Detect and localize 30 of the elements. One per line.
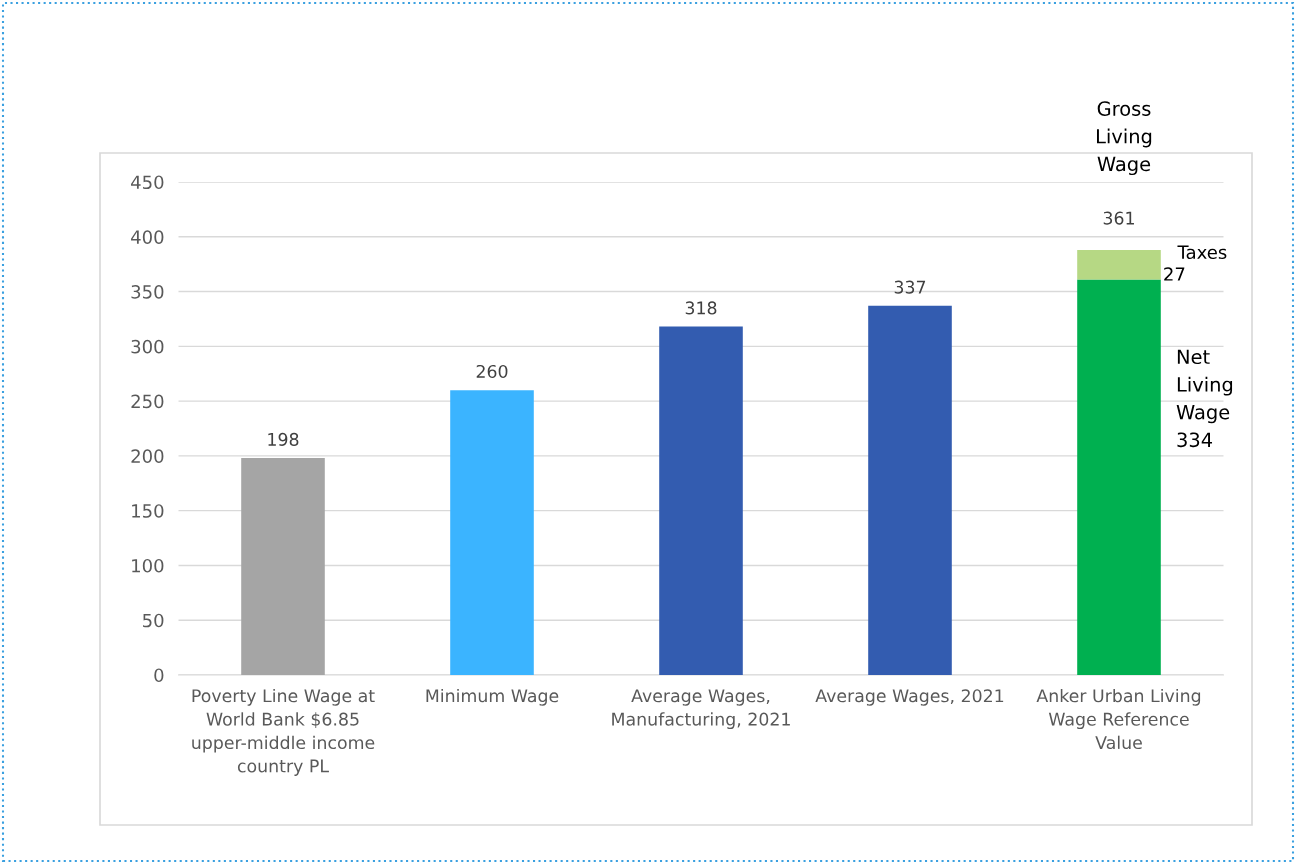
x-tick-label: Minimum Wage: [426, 688, 559, 706]
y-tick-label: 400: [131, 230, 164, 244]
y-tick-label: 250: [131, 394, 164, 409]
x-tick-label: Poverty Line Wage at World Bank $6.85 upper-middle income country PL: [192, 688, 375, 776]
y-tick-label: 100: [132, 558, 164, 573]
bar: [868, 305, 952, 675]
x-tick-label: Average Wages, 2021: [815, 689, 1004, 706]
bar: [1077, 279, 1161, 675]
x-tick-label: Average Wages, Manufacturing, 2021: [612, 689, 790, 730]
x-tick-label: Anker Urban Living Wage Reference Value: [1036, 688, 1201, 750]
series-label: Taxes: [1177, 245, 1227, 260]
bar: [241, 458, 325, 675]
bar: [659, 326, 743, 675]
y-tick-label: 150: [132, 504, 164, 518]
y-tick-label: 450: [131, 175, 164, 190]
y-tick-label: 0: [154, 668, 164, 683]
data-label: 27: [1164, 267, 1185, 281]
data-label: 318: [685, 301, 717, 315]
data-label: 361: [1103, 211, 1134, 225]
annotation: Net Living Wage 334: [1176, 349, 1233, 448]
data-label: 260: [476, 364, 508, 379]
bar: [450, 390, 534, 675]
y-tick-label: 350: [131, 285, 164, 299]
y-tick-label: 300: [131, 339, 164, 354]
bar: [1077, 249, 1161, 280]
y-tick-label: 50: [143, 613, 164, 628]
data-label: 337: [894, 280, 926, 294]
text: Gross Living Wage: [1097, 101, 1152, 176]
y-tick-label: 200: [131, 449, 164, 464]
data-label: 198: [268, 432, 299, 446]
